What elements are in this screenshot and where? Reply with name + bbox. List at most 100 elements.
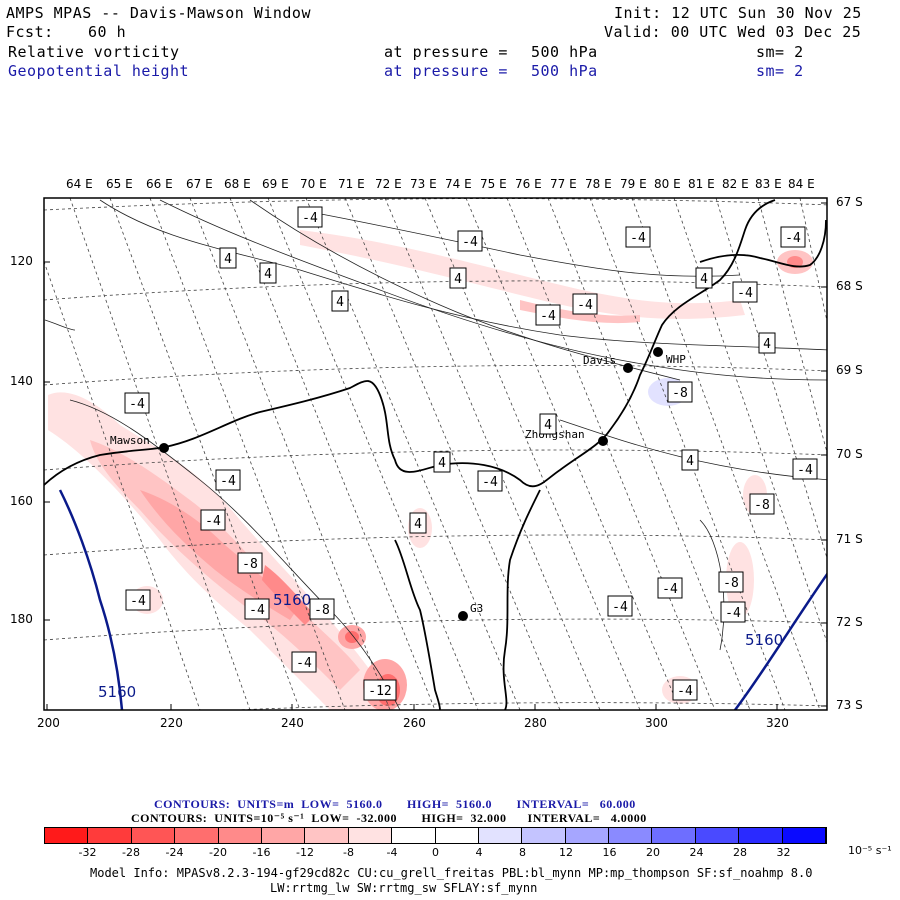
x-label: 260 [403, 716, 426, 730]
shade-band-north [300, 230, 745, 319]
contour-label-text: -4 [612, 600, 628, 615]
contour-label: -8 [237, 552, 263, 574]
contour-label-text: 4 [336, 295, 344, 310]
colorbar-tick-label: 24 [689, 846, 704, 859]
contour-label: 4 [331, 290, 349, 312]
colorbar-segment [522, 828, 566, 843]
field2-pressure-value: 500 hPa [531, 62, 598, 80]
colorbar-tick-label: -8 [343, 846, 354, 859]
y-label: 160 [10, 494, 33, 508]
contour-label-text: -4 [677, 684, 693, 699]
lon-label: 83 E [755, 177, 782, 191]
valid-time: Valid: 00 UTC Wed 03 Dec 25 [604, 23, 862, 41]
station-label: Davis [583, 354, 616, 367]
contour-label-text: -4 [577, 298, 593, 313]
station-mawson-marker [159, 443, 169, 453]
contour-label: 4 [433, 451, 451, 473]
plot-title: AMPS MPAS -- Davis-Mawson Window [6, 4, 311, 22]
lon-label: 75 E [480, 177, 507, 191]
contour-label: -8 [718, 571, 744, 593]
contour-label-text: -4 [462, 235, 478, 250]
lon-label: 67 E [186, 177, 213, 191]
x-label: 240 [281, 716, 304, 730]
colorbar-segment [392, 828, 436, 843]
shade-neg16 [262, 565, 315, 625]
lon-label: 66 E [146, 177, 173, 191]
y-label: 140 [10, 374, 33, 388]
height-contour-info: CONTOURS: UNITS=m LOW= 5160.0 HIGH= 5160… [154, 797, 636, 811]
contour-label-text: 4 [264, 267, 272, 282]
lat-label: 69 S [836, 363, 863, 377]
station-label: WHP [666, 353, 686, 366]
shade-blob1-core [345, 631, 359, 643]
lon-label: 78 E [585, 177, 612, 191]
forecast-label: Fcst: [6, 23, 54, 41]
contour-label-text: -8 [672, 386, 688, 401]
lon-label: 76 E [515, 177, 542, 191]
colorbar-segment [695, 828, 740, 843]
lon-label: 81 E [688, 177, 715, 191]
colorbar-segment [739, 828, 783, 843]
height-label: 5160 [273, 591, 311, 609]
colorbar-tick-label: -24 [165, 846, 184, 859]
contour-label-text: -4 [540, 309, 556, 324]
x-label: 200 [37, 716, 60, 730]
contour-label-text: 4 [438, 456, 446, 471]
contour-label: 4 [449, 267, 467, 289]
colorbar-tick-label: 0 [432, 846, 439, 859]
contour-label: -4 [291, 651, 317, 673]
contour-label: 4 [758, 332, 776, 354]
lon-label: 68 E [224, 177, 251, 191]
lon-label: 69 E [262, 177, 289, 191]
contour-label-text: -4 [302, 211, 318, 226]
height-labels: 5160 5160 5160 [98, 591, 783, 701]
lon-label: 73 E [410, 177, 437, 191]
lat-label: 68 S [836, 279, 863, 293]
contour-label: 4 [539, 413, 557, 435]
contour-label-text: 4 [686, 454, 694, 469]
contour-label-text: 4 [454, 272, 462, 287]
latitude-lines [44, 198, 827, 710]
model-info: Model Info: MPASv8.2.3-194-gf29cd82c CU:… [90, 866, 813, 880]
x-label: 280 [524, 716, 547, 730]
y-label: 180 [10, 612, 33, 626]
model-info-physics: LW:rrtmg_lw SW:rrtmg_sw SFLAY:sf_mynn [270, 881, 538, 895]
colorbar-tick-label: -32 [78, 846, 97, 859]
colorbar-tick-label: -16 [252, 846, 271, 859]
contour-label-text: -4 [662, 582, 678, 597]
lat-label: 73 S [836, 698, 863, 712]
forecast-hour: 60 h [88, 23, 127, 41]
contour-label-text: -4 [482, 475, 498, 490]
colorbar-tick-label: 16 [602, 846, 617, 859]
station-davis-marker [623, 363, 633, 373]
contour-label: -4 [477, 470, 503, 492]
height-contours [58, 489, 827, 710]
lat-label: 72 S [836, 615, 863, 629]
lon-label: 80 E [654, 177, 681, 191]
lon-label: 70 E [300, 177, 327, 191]
contour-label: -4 [720, 601, 746, 623]
lon-label: 72 E [375, 177, 402, 191]
contour-label: -4 [572, 293, 598, 315]
y-label: 120 [10, 254, 33, 268]
contour-label-text: -8 [242, 557, 258, 572]
contour-label: 4 [681, 449, 699, 471]
contour-label-text: -8 [723, 576, 739, 591]
coastline [44, 199, 827, 710]
colorbar-tick-label: 4 [475, 846, 483, 859]
contour-label-text: -4 [129, 397, 145, 412]
lon-label: 84 E [788, 177, 815, 191]
lon-label: 74 E [445, 177, 472, 191]
contour-label: -4 [244, 598, 270, 620]
colorbar-segment [565, 828, 610, 843]
contour-label-text: 4 [763, 337, 771, 352]
contour-label: 4 [695, 267, 713, 289]
contour-label: -4 [657, 577, 683, 599]
station-g3-marker [458, 611, 468, 621]
contour-label: -4 [780, 226, 806, 248]
contour-label: -4 [200, 509, 226, 531]
contour-label: -4 [124, 392, 150, 414]
height-label: 5160 [745, 631, 783, 649]
contour-label-text: -8 [754, 498, 770, 513]
